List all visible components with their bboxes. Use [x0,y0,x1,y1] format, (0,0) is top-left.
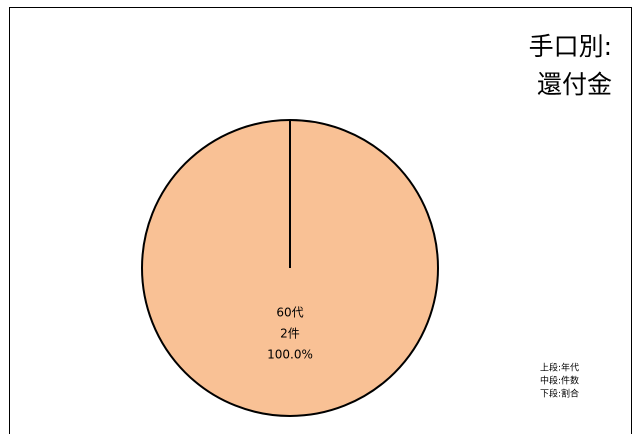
legend-note: 中段:件数 [540,375,579,387]
legend-note: 下段:割合 [540,388,579,400]
chart-title: 手口別: [529,32,612,61]
slice-value-label: 2件 [280,327,300,341]
slice-percent-label: 100.0% [267,348,313,362]
chart-title: 還付金 [537,70,612,99]
slice-category: 60代 [276,306,303,320]
legend-note: 上段:年代 [540,362,579,374]
